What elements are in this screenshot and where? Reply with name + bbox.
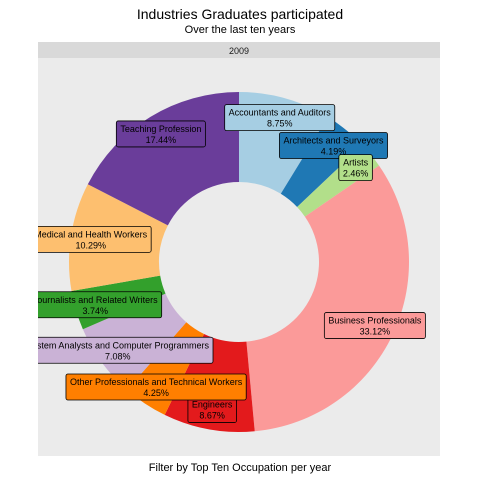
chart-caption: Filter by Top Ten Occupation per year [148,462,332,474]
label-other-professionals-and-technical-workers: Other Professionals and Technical Worker… [65,373,247,401]
label-box [115,120,206,148]
chart-title: Industries Graduates participated [136,6,344,22]
slice-name-label: System Analysts and Computer Programmers [26,340,209,350]
facet-strip-label: 2009 [229,46,249,56]
slice-name-label: Business Professionals [328,316,422,326]
slice-percent-label: 17.44% [146,135,177,145]
label-box [224,104,336,132]
slice-name-label: Accountants and Auditors [229,108,332,118]
label-box [323,312,426,339]
slice-percent-label: 7.08% [105,351,131,361]
slice-name-label: Other Professionals and Technical Worker… [70,377,243,387]
slice-percent-label: 2.46% [343,169,369,179]
slice-name-label: Architects and Surveyors [283,136,384,146]
label-box [38,225,152,253]
label-system-analysts-and-computer-programmers: System Analysts and Computer Programmers… [26,336,214,364]
label-box [38,336,214,364]
slice-name-label: Medical and Health Workers [34,229,147,239]
label-box [338,154,373,182]
chart-subtitle: Over the last ten years [184,24,296,36]
slice-business-professionals [246,165,410,432]
slice-percent-label: 4.25% [143,388,169,398]
slice-percent-label: 8.75% [267,119,293,129]
slice-name-label: Engineers [192,400,233,410]
slice-percent-label: 8.67% [199,411,225,421]
slice-name-label: Artists [343,158,369,168]
slice-percent-label: 10.29% [75,240,106,250]
labels-group: Accountants and Auditors8.75%Architects … [26,104,426,423]
label-box [279,132,388,159]
slice-name-label: Journalists and Related Writers [33,295,158,305]
slice-percent-label: 4.19% [321,147,347,157]
slice-percent-label: 33.12% [360,327,391,337]
label-box [65,373,247,401]
slice-name-label: Teaching Profession [120,124,201,134]
label-box [38,291,163,319]
slice-percent-label: 3.74% [82,306,108,316]
facet-strip [38,42,440,58]
